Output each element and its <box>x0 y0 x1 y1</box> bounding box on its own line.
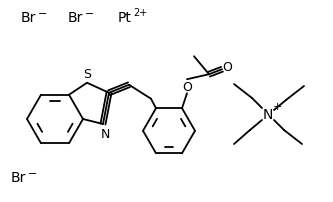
Text: +: + <box>272 101 282 112</box>
Text: Br: Br <box>67 11 83 25</box>
Text: N: N <box>100 128 110 141</box>
Text: Br: Br <box>10 170 26 184</box>
Text: N: N <box>263 107 273 121</box>
Text: O: O <box>222 60 232 73</box>
Text: −: − <box>28 168 38 178</box>
Text: −: − <box>38 9 48 19</box>
Text: −: − <box>85 9 95 19</box>
Text: O: O <box>182 80 192 93</box>
Text: 2+: 2+ <box>133 8 147 18</box>
Text: Br: Br <box>20 11 36 25</box>
Text: S: S <box>83 68 91 81</box>
Text: Pt: Pt <box>118 11 132 25</box>
